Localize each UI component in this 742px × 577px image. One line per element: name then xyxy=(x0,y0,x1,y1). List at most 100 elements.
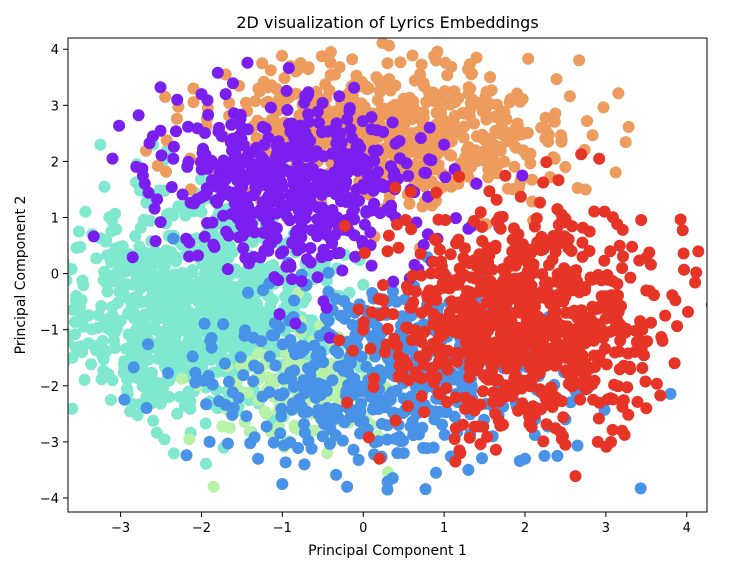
scatter-point xyxy=(492,285,505,298)
scatter-point xyxy=(219,88,232,101)
scatter-point xyxy=(199,350,212,363)
scatter-point xyxy=(161,297,174,310)
scatter-point xyxy=(73,225,85,238)
scatter-point xyxy=(110,223,123,236)
scatter-point xyxy=(519,452,531,465)
scatter-point xyxy=(612,380,625,393)
scatter-point xyxy=(170,112,183,125)
y-tick-label: 2 xyxy=(51,155,59,170)
scatter-point xyxy=(645,316,657,329)
scatter-point xyxy=(260,211,273,224)
scatter-point xyxy=(572,278,585,291)
scatter-point xyxy=(513,306,526,319)
scatter-point xyxy=(384,84,397,97)
scatter-point xyxy=(223,421,236,434)
scatter-point xyxy=(491,395,504,408)
scatter-point xyxy=(399,214,412,226)
scatter-point xyxy=(400,157,413,170)
scatter-point xyxy=(144,275,157,288)
scatter-point xyxy=(371,321,384,334)
scatter-point xyxy=(444,248,457,261)
scatter-point xyxy=(256,121,269,133)
scatter-point xyxy=(439,115,451,128)
scatter-point xyxy=(90,252,103,265)
scatter-point xyxy=(522,52,535,65)
scatter-point xyxy=(299,126,312,139)
scatter-point xyxy=(78,373,91,386)
scatter-point xyxy=(273,160,285,173)
scatter-point xyxy=(100,234,113,247)
scatter-point xyxy=(330,105,343,117)
scatter-point xyxy=(347,344,359,357)
scatter-point xyxy=(567,367,580,379)
scatter-point xyxy=(154,216,167,229)
scatter-point xyxy=(149,235,162,248)
scatter-point xyxy=(186,264,199,276)
scatter-point xyxy=(132,296,145,309)
scatter-point xyxy=(537,435,550,448)
scatter-point xyxy=(332,360,345,373)
scatter-point xyxy=(160,165,172,178)
scatter-point xyxy=(382,229,395,242)
scatter-point xyxy=(320,301,333,314)
scatter-point xyxy=(381,483,394,496)
scatter-point xyxy=(519,355,532,367)
scatter-point xyxy=(319,206,332,219)
scatter-point xyxy=(221,437,234,450)
scatter-point xyxy=(616,424,629,437)
scatter-point xyxy=(357,323,370,336)
scatter-point xyxy=(438,267,451,280)
scatter-point xyxy=(535,121,548,134)
scatter-point xyxy=(106,152,119,165)
scatter-point xyxy=(454,272,467,285)
scatter-point xyxy=(318,418,331,430)
scatter-point xyxy=(227,77,239,90)
scatter-point xyxy=(406,49,419,62)
scatter-point xyxy=(457,251,470,264)
scatter-point xyxy=(140,376,153,389)
scatter-point xyxy=(284,125,297,138)
scatter-point xyxy=(225,341,238,354)
scatter-point xyxy=(502,182,514,195)
scatter-point xyxy=(609,166,622,179)
scatter-point xyxy=(468,117,480,130)
scatter-point xyxy=(569,470,582,483)
scatter-point xyxy=(444,322,457,335)
scatter-point xyxy=(592,302,605,315)
scatter-point xyxy=(68,351,79,364)
scatter-point xyxy=(305,224,318,237)
scatter-point xyxy=(350,140,363,153)
scatter-point xyxy=(539,111,552,124)
scatter-point xyxy=(235,121,248,134)
scatter-point xyxy=(208,275,221,288)
scatter-point xyxy=(118,393,131,406)
scatter-point xyxy=(489,163,501,176)
scatter-point xyxy=(94,138,107,151)
scatter-point xyxy=(483,185,496,198)
x-tick-label: 3 xyxy=(602,521,610,536)
scatter-point xyxy=(205,332,218,344)
scatter-point xyxy=(417,358,430,371)
scatter-point xyxy=(636,362,649,374)
scatter-point xyxy=(298,458,311,471)
scatter-point xyxy=(267,436,280,449)
scatter-point xyxy=(517,288,530,301)
scatter-point xyxy=(311,213,324,226)
scatter-point xyxy=(403,197,416,210)
scatter-point xyxy=(365,259,378,272)
scatter-point xyxy=(314,349,327,362)
scatter-point xyxy=(550,73,563,86)
scatter-point xyxy=(302,108,315,121)
scatter-point xyxy=(389,181,402,194)
scatter-point xyxy=(258,138,271,151)
scatter-point xyxy=(273,388,286,401)
scatter-point xyxy=(386,116,399,129)
y-tick-label: −3 xyxy=(40,436,59,451)
scatter-point xyxy=(302,63,315,76)
scatter-point xyxy=(158,433,171,446)
scatter-point xyxy=(414,247,427,260)
scatter-point xyxy=(346,53,359,66)
scatter-point xyxy=(559,291,572,303)
scatter-point xyxy=(626,240,639,253)
scatter-point xyxy=(270,82,283,95)
